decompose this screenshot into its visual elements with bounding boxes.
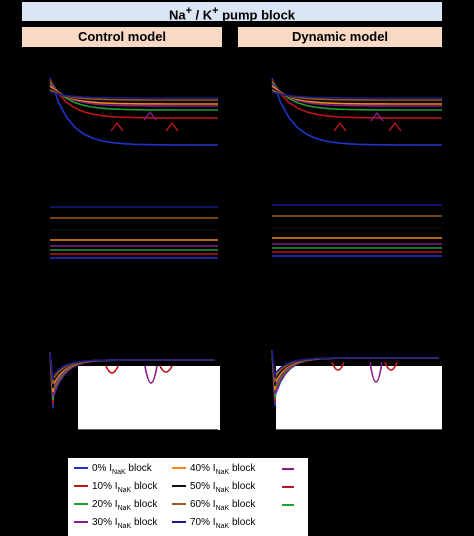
x-axis-label: Time (ms) — [116, 444, 163, 455]
top-spike-0 — [143, 110, 157, 121]
legend-swatch — [172, 521, 186, 524]
legend-suffix: block — [229, 517, 256, 528]
top-trace-0-7 — [49, 91, 218, 99]
legend-item: 20% INaK block — [74, 498, 157, 516]
top-trace-1-7 — [271, 91, 442, 99]
top-trace-0-6 — [49, 89, 218, 101]
control-model-header: Control model — [22, 27, 222, 47]
top-spike-5 — [388, 121, 402, 132]
legend-sub: NaK — [117, 487, 132, 494]
legend-extra-swatch — [282, 468, 294, 470]
legend-swatch — [74, 503, 88, 506]
x-tick-label-0: 200 — [78, 431, 95, 442]
legend-item: 10% INaK block — [74, 480, 157, 498]
legend-sub: NaK — [112, 469, 126, 476]
top-spike-3 — [370, 111, 384, 122]
top-trace-1-2 — [271, 81, 442, 111]
spike-3 — [331, 361, 345, 371]
legend-suffix: block — [229, 481, 256, 492]
top-spike-4 — [333, 121, 347, 132]
figure-banner-title: Na+ / K+ pump block — [22, 2, 442, 23]
spike-2 — [159, 365, 173, 373]
title-na: Na — [168, 7, 186, 23]
x-tick-label-2: 600 — [143, 431, 160, 442]
legend-extra-swatch — [282, 504, 294, 506]
top-trace-1-6 — [271, 89, 442, 101]
bottom-trace-0-7 — [49, 351, 215, 381]
legend-suffix: block — [229, 463, 256, 474]
top-trace-0-0 — [49, 77, 218, 146]
title-end: pump block — [218, 7, 296, 23]
spike-1 — [144, 365, 158, 384]
y-tick-label-1: -1.0 — [253, 393, 271, 404]
legend-suffix: block — [229, 499, 256, 510]
legend: 0% INaK block 10% INaK block 20% INaK bloc… — [68, 458, 308, 536]
y-tick-label-0: -0.5 — [253, 375, 271, 386]
title-plus2: + — [212, 5, 219, 17]
legend-sub: NaK — [117, 505, 132, 512]
top-trace-1-5 — [271, 87, 442, 103]
legend-suffix: block — [131, 517, 158, 528]
top-spike-1 — [110, 121, 124, 132]
legend-suffix: block — [131, 499, 158, 510]
legend-item: 70% INaK block — [172, 516, 255, 534]
y-axis-label: INCX (p — [235, 375, 247, 405]
top-trace-1-4 — [271, 85, 442, 105]
title-k: / K — [191, 7, 213, 23]
top-trace-0-2 — [49, 81, 218, 111]
top-trace-0-4 — [49, 85, 218, 105]
legend-swatch — [172, 485, 186, 488]
legend-sub: NaK — [215, 523, 230, 530]
top-spike-2 — [165, 121, 179, 132]
legend-swatch — [74, 521, 88, 524]
legend-item: 40% INaK block — [172, 462, 255, 480]
bottom-trace-1-7 — [271, 349, 439, 379]
spike-0 — [105, 365, 119, 374]
spike-4 — [369, 361, 383, 383]
legend-label: 70% I — [190, 517, 216, 528]
legend-extra-swatch — [282, 486, 294, 488]
legend-sub: NaK — [215, 469, 230, 476]
top-trace-0-1 — [49, 79, 218, 119]
top-trace-0-5 — [49, 87, 218, 103]
legend-label: 20% I — [92, 499, 118, 510]
legend-sub: NaK — [215, 487, 230, 494]
inset-control-bg — [78, 366, 220, 430]
y-tick-label-2: -1.5 — [253, 411, 271, 422]
legend-sub: NaK — [117, 523, 132, 530]
x-tick-label-3: 800 — [176, 431, 193, 442]
x-tick-label-1: 400 — [108, 431, 125, 442]
x-tick-label-zero: 0 — [270, 431, 276, 442]
legend-label: 10% I — [92, 481, 118, 492]
legend-suffix: block — [125, 463, 152, 474]
legend-item: 30% INaK block — [74, 516, 157, 534]
legend-label: 50% I — [190, 481, 216, 492]
top-trace-1-3 — [271, 83, 442, 107]
legend-item: 60% INaK block — [172, 498, 255, 516]
x-tick-label-4: 1000 — [205, 431, 228, 442]
title-plus: + — [185, 5, 192, 17]
legend-item: 0% INaK block — [74, 462, 152, 480]
legend-label: 30% I — [92, 517, 118, 528]
legend-label: 0% I — [92, 463, 113, 474]
legend-label: 60% I — [190, 499, 216, 510]
top-trace-1-1 — [271, 79, 442, 119]
legend-swatch — [172, 503, 186, 506]
legend-label: 40% I — [190, 463, 216, 474]
dynamic-model-header: Dynamic model — [238, 27, 442, 47]
spike-5 — [384, 361, 398, 371]
legend-sub: NaK — [215, 505, 230, 512]
legend-swatch — [74, 467, 88, 470]
inset-dynamic-bg — [276, 366, 442, 430]
legend-swatch — [172, 467, 186, 470]
legend-swatch — [74, 485, 88, 488]
legend-suffix: block — [131, 481, 158, 492]
top-trace-0-3 — [49, 83, 218, 107]
top-trace-1-0 — [271, 77, 442, 146]
legend-item: 50% INaK block — [172, 480, 255, 498]
